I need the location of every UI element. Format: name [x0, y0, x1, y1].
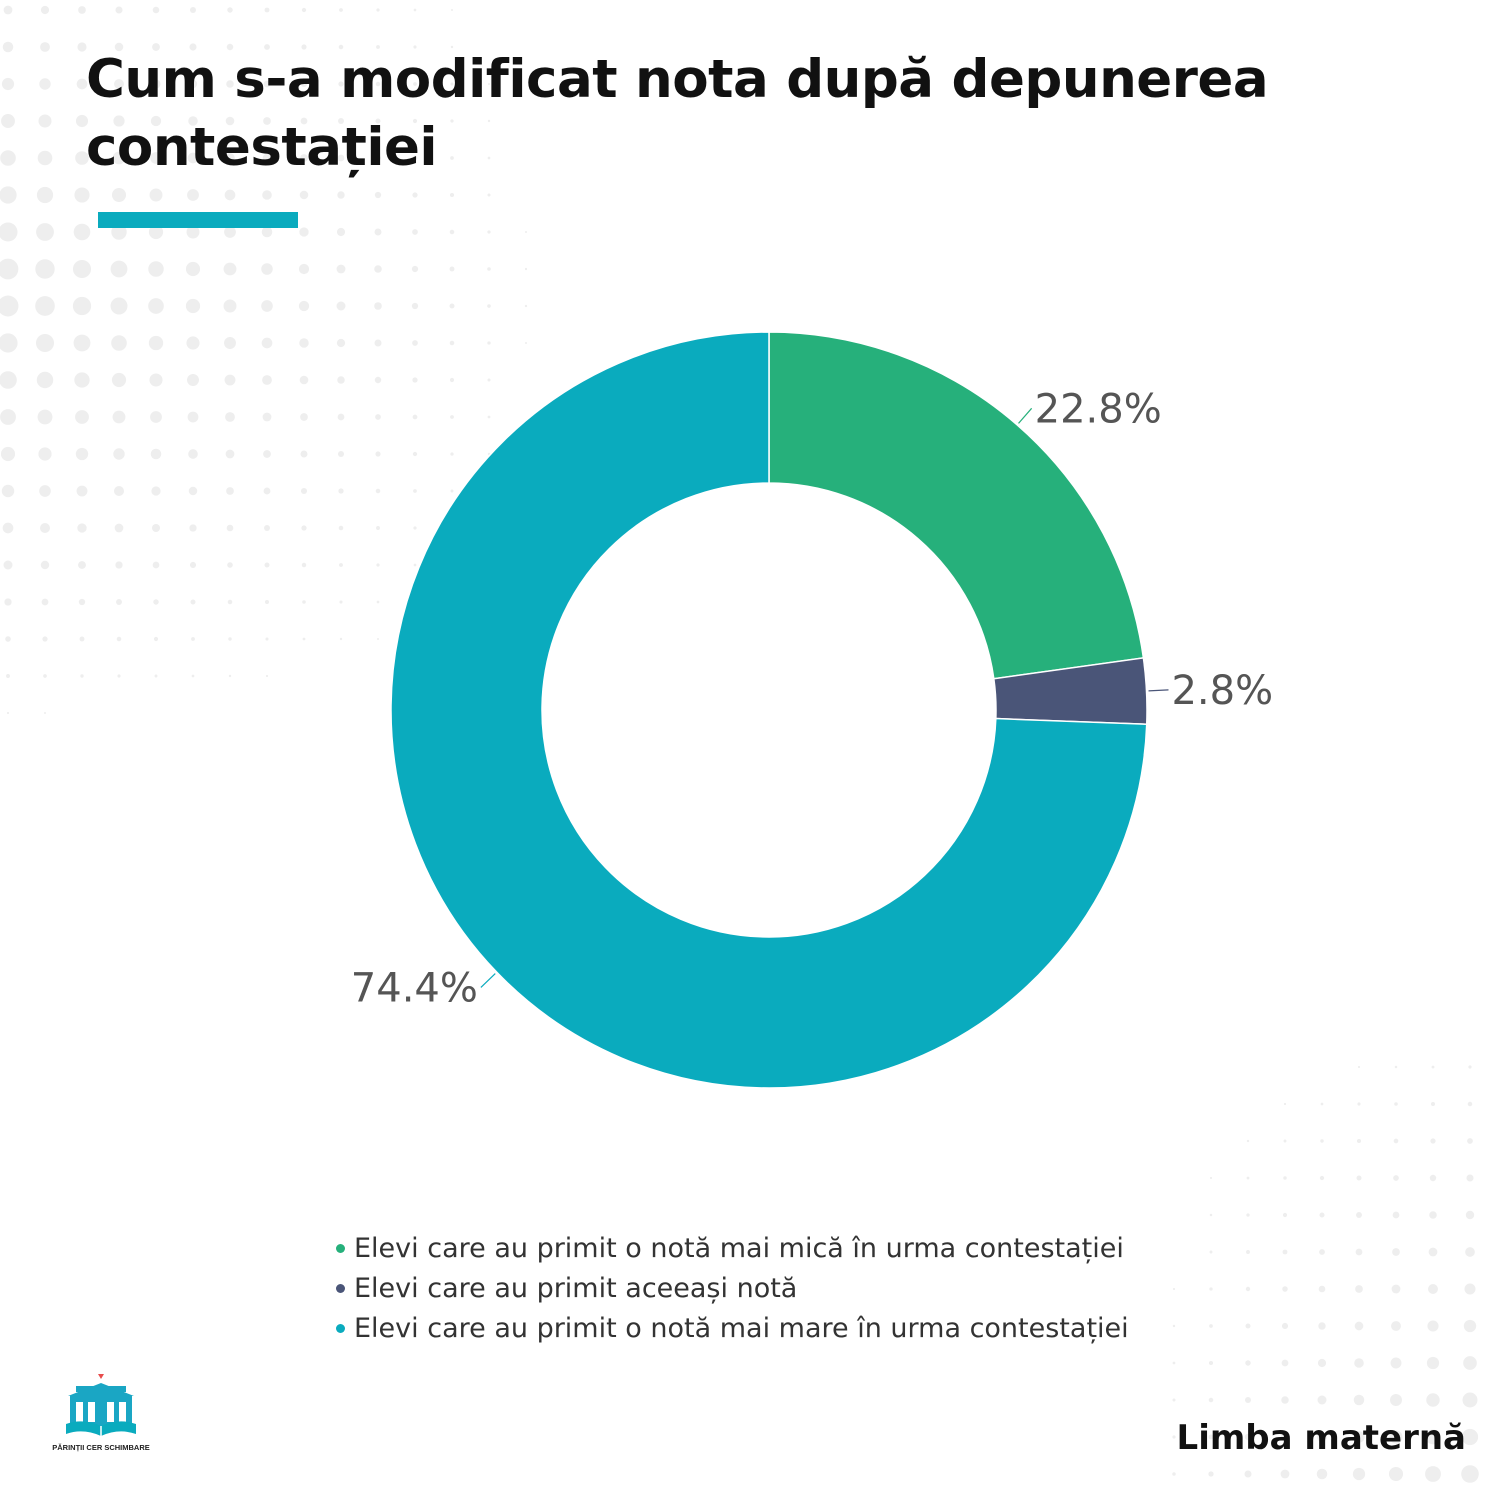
legend-item: Elevi care au primit o notă mai mică în … [336, 1228, 1129, 1268]
donut-slices [390, 331, 1148, 1089]
donut-slice [390, 331, 1148, 1089]
legend-label: Elevi care au primit o notă mai mică în … [354, 1232, 1124, 1264]
legend-dot-icon [336, 1323, 345, 1333]
leader-line [1148, 689, 1169, 692]
donut-slice [768, 331, 1145, 680]
legend-item: Elevi care au primit o notă mai mare în … [336, 1308, 1129, 1348]
title-accent-bar [98, 212, 298, 228]
logo-caption: PĂRINȚII CER SCHIMBARE [52, 1443, 150, 1452]
school-building-book-icon: PĂRINȚII CER SCHIMBARE [52, 1374, 150, 1452]
label-leader-lines [480, 407, 1169, 988]
chart-legend: Elevi care au primit o notă mai mică în … [336, 1228, 1129, 1348]
subject-label: Limba maternă [1176, 1418, 1466, 1458]
legend-dot-icon [336, 1243, 345, 1253]
chart-title: Cum s-a modificat nota după depunerea co… [86, 49, 1269, 178]
data-label: 22.8% [1035, 386, 1162, 432]
legend-dot-icon [336, 1283, 345, 1293]
data-label: 2.8% [1171, 668, 1273, 714]
leader-line [480, 973, 496, 988]
data-label: 74.4% [351, 965, 478, 1011]
data-labels: 22.8% 2.8% 74.4% [351, 386, 1273, 1011]
legend-label: Elevi care au primit o notă mai mare în … [354, 1312, 1129, 1344]
leader-line [1018, 407, 1033, 424]
legend-label: Elevi care au primit aceeași notă [354, 1272, 798, 1304]
legend-item: Elevi care au primit aceeași notă [336, 1268, 1129, 1308]
